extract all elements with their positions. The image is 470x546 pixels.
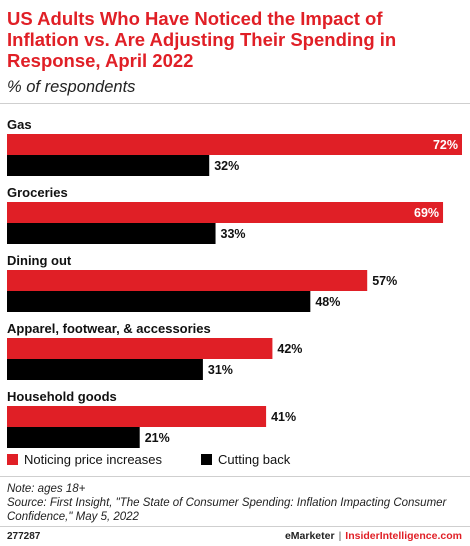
legend-swatch-cutting	[201, 454, 212, 465]
footer-divider	[0, 526, 470, 527]
data-label: 48%	[315, 295, 340, 309]
footer-brand: eMarketer | InsiderIntelligence.com	[285, 530, 462, 542]
data-label: 42%	[277, 342, 302, 356]
data-label: 72%	[433, 138, 458, 152]
brand-insider-intelligence[interactable]: InsiderIntelligence.com	[345, 530, 462, 542]
brand-emarketer: eMarketer	[284, 530, 335, 542]
legend-swatch-noticing	[7, 454, 18, 465]
category-label: Apparel, footwear, & accessories	[7, 321, 211, 336]
bottom-divider	[0, 476, 470, 477]
bar-noticing	[7, 202, 444, 223]
bar-cutting	[7, 155, 210, 176]
data-label: 21%	[145, 431, 170, 445]
category-label: Dining out	[7, 253, 72, 268]
bar-noticing	[7, 406, 267, 427]
data-label: 32%	[214, 159, 239, 173]
bar-noticing	[7, 270, 368, 291]
legend-item-noticing: Noticing price increases	[7, 452, 162, 467]
legend-label-cutting: Cutting back	[218, 452, 291, 467]
brand-separator: |	[338, 530, 342, 542]
bar-noticing	[7, 338, 273, 359]
note-text: Note: ages 18+	[7, 483, 86, 495]
legend-item-cutting: Cutting back	[201, 452, 290, 467]
notes-block: Note: ages 18+ Source: First Insight, "T…	[7, 482, 462, 524]
bar-noticing	[7, 134, 462, 155]
bar-cutting	[7, 291, 311, 312]
chart-id: 277287	[7, 531, 41, 542]
data-label: 41%	[271, 410, 296, 424]
bar-cutting	[7, 427, 140, 448]
data-label: 57%	[372, 274, 397, 288]
legend-label-noticing: Noticing price increases	[24, 452, 163, 467]
bar-cutting	[7, 359, 203, 380]
bar-cutting	[7, 223, 216, 244]
category-label: Groceries	[7, 185, 68, 200]
chart-title: US Adults Who Have Noticed the Impact of…	[7, 8, 397, 71]
category-label: Gas	[7, 117, 32, 132]
data-label: 69%	[414, 206, 439, 220]
chart-subtitle: % of respondents	[7, 78, 136, 96]
category-label: Household goods	[7, 389, 117, 404]
data-label: 31%	[208, 363, 233, 377]
data-label: 33%	[221, 227, 246, 241]
source-text: Source: First Insight, "The State of Con…	[7, 497, 447, 523]
bar-chart: Gas 72% 32% Groceries 69% 33% Dining out 57% 48%…	[7, 117, 462, 448]
top-divider	[0, 103, 470, 104]
